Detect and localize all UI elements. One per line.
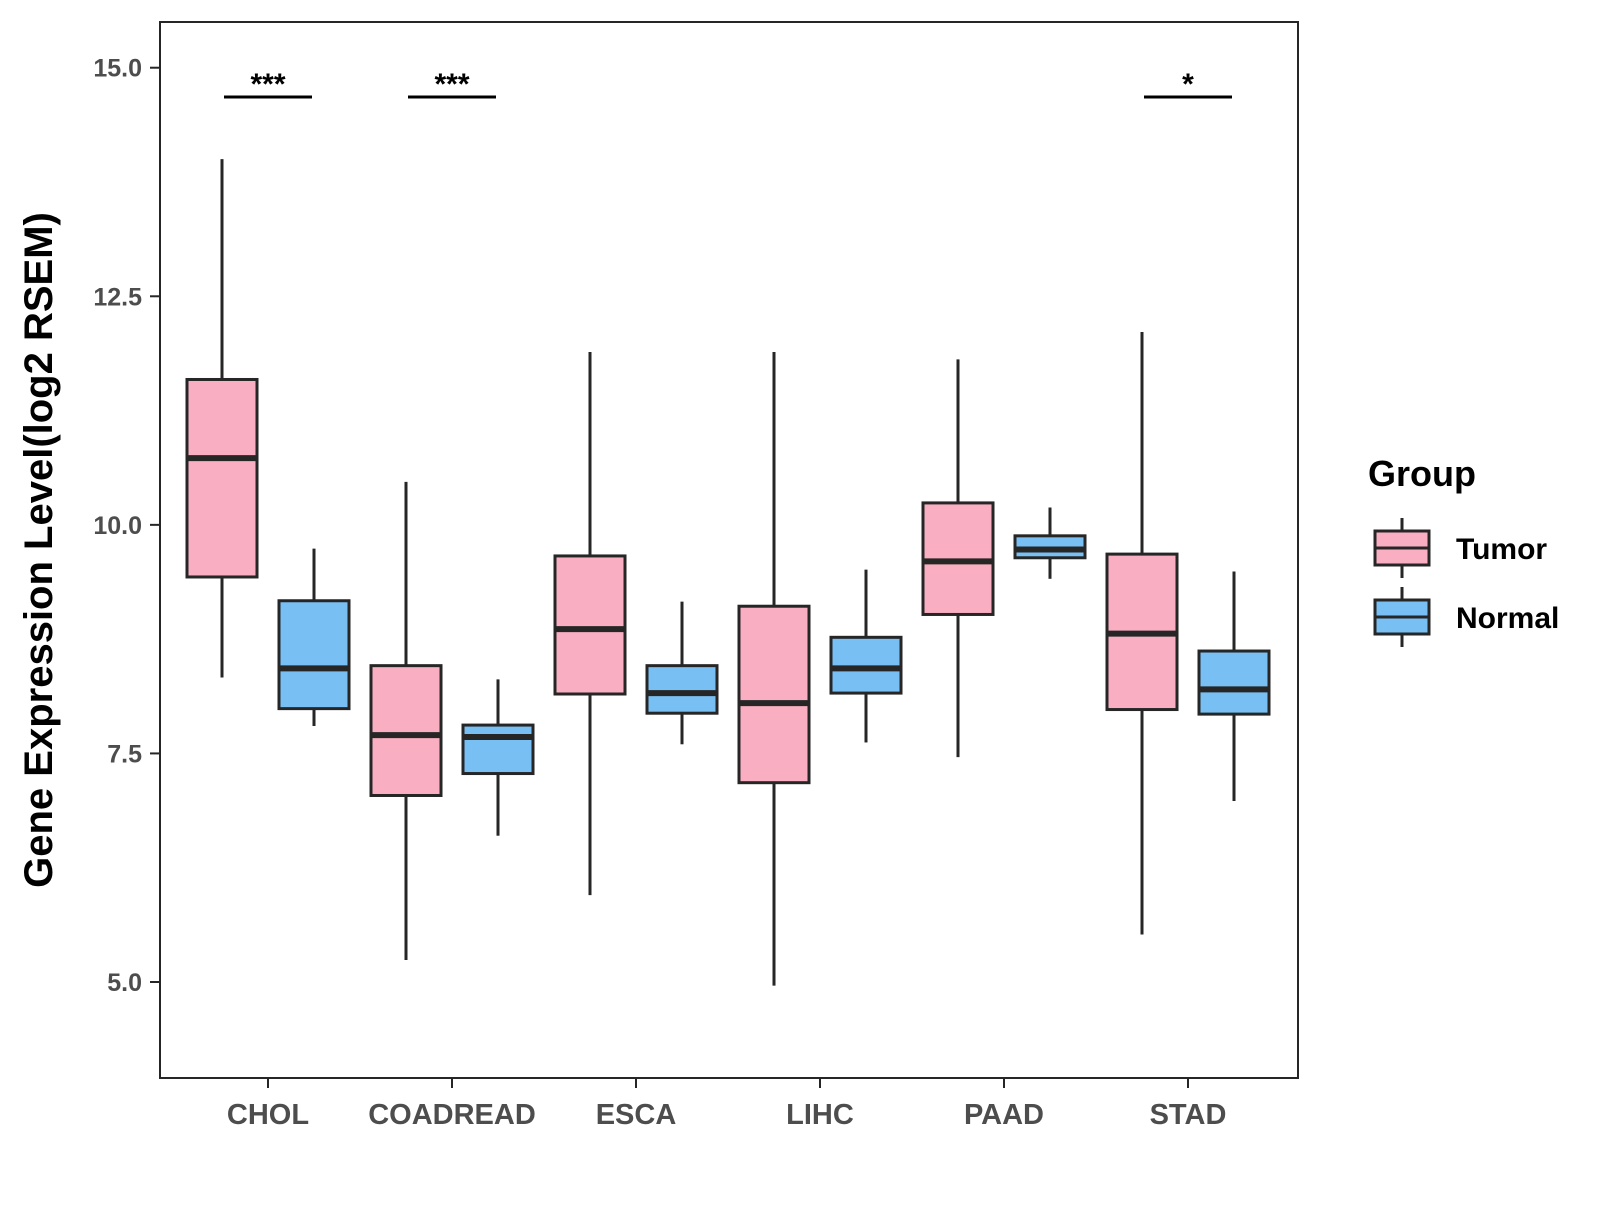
x-tick-label: COADREAD — [368, 1099, 536, 1131]
box-iqr — [185, 377, 259, 579]
x-tick-label: PAAD — [964, 1099, 1044, 1131]
legend-label: Normal — [1456, 602, 1559, 635]
box-normal-coadread — [461, 679, 535, 836]
box-normal-lihc — [829, 569, 903, 743]
plot-panel-border — [159, 21, 1299, 1079]
y-tick-label: 15.0 — [93, 55, 142, 83]
legend-label: Tumor — [1456, 533, 1547, 566]
box-tumor-chol — [185, 159, 259, 678]
y-tick-label: 12.5 — [93, 283, 142, 311]
x-tick-label: STAD — [1150, 1099, 1227, 1131]
y-tick-label: 10.0 — [93, 512, 142, 540]
significance-label: * — [1182, 68, 1194, 101]
significance-label: *** — [250, 68, 285, 101]
box-iqr — [461, 723, 535, 776]
box-tumor-lihc — [737, 352, 811, 986]
box-iqr — [277, 599, 351, 711]
box-normal-chol — [277, 548, 351, 726]
legend-item-normal: Normal — [1373, 587, 1559, 647]
box-iqr — [645, 664, 719, 715]
box-iqr — [369, 664, 443, 797]
box-iqr — [1197, 649, 1271, 716]
box-iqr — [829, 635, 903, 695]
y-tick-label: 7.5 — [107, 740, 142, 768]
x-tick-label: ESCA — [596, 1099, 677, 1131]
box-normal-paad — [1013, 507, 1087, 579]
x-tick-label: CHOL — [227, 1099, 309, 1131]
box-tumor-stad — [1105, 331, 1179, 935]
box-tumor-coadread — [369, 481, 443, 961]
box-tumor-esca — [553, 352, 627, 896]
box-normal-stad — [1197, 571, 1271, 801]
box-iqr — [737, 604, 811, 785]
significance-label: *** — [434, 68, 469, 101]
box-iqr — [553, 554, 627, 696]
box-normal-esca — [645, 601, 719, 745]
y-tick-label: 5.0 — [107, 969, 142, 997]
box-tumor-paad — [921, 359, 995, 758]
y-axis-title: Gene Expression Level(log2 RSEM) — [17, 212, 61, 888]
x-tick-label: LIHC — [786, 1099, 854, 1131]
legend-title: Group — [1368, 453, 1476, 494]
legend-item-tumor: Tumor — [1373, 518, 1547, 578]
